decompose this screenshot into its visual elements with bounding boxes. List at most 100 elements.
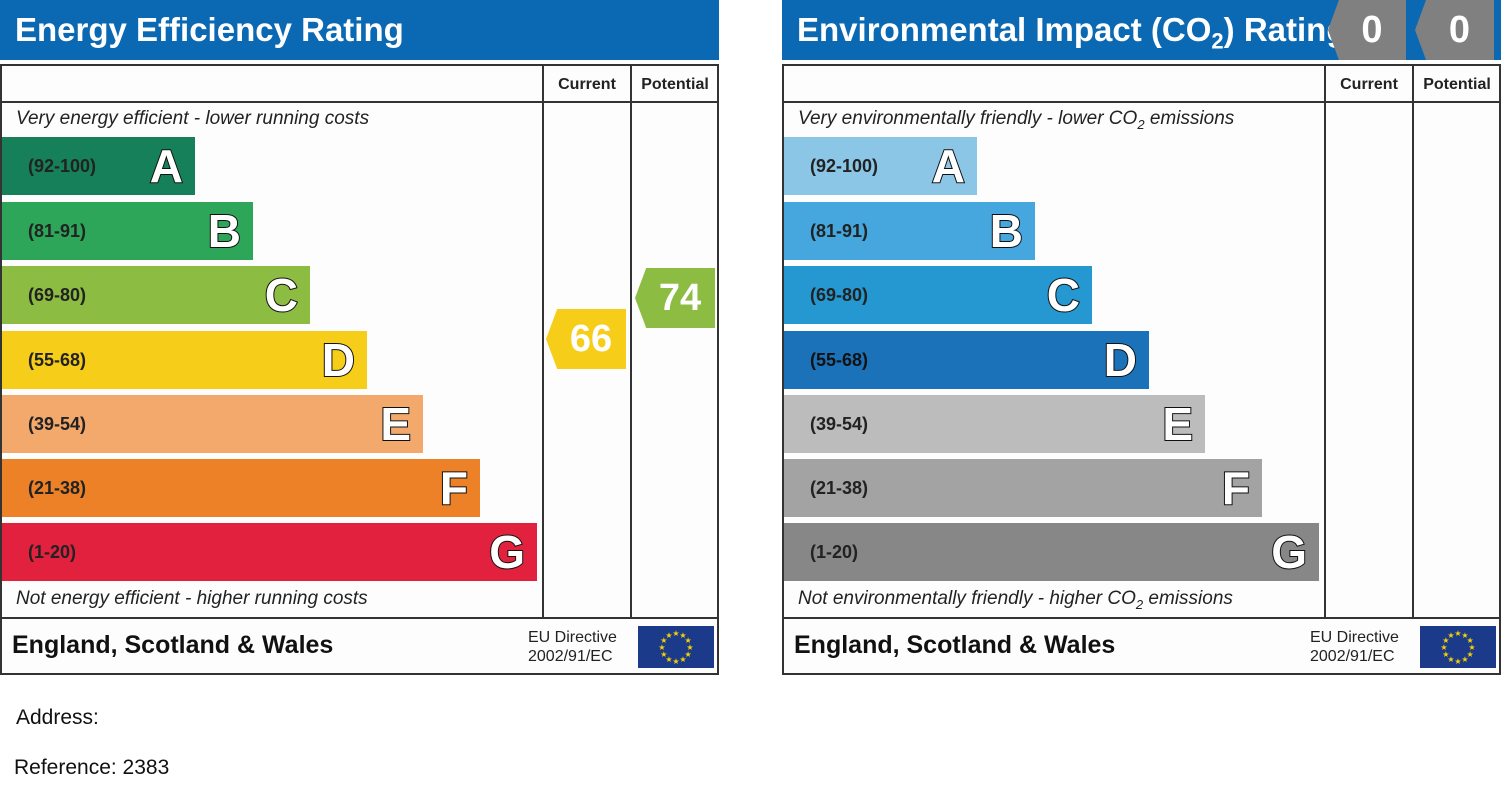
svg-text:★: ★: [1442, 650, 1449, 659]
energy-efficiency-chart: Energy Efficiency Rating Current Potenti…: [0, 0, 719, 675]
address-label: Address:: [16, 706, 99, 729]
band-g: (1-20) G: [2, 523, 537, 581]
svg-text:★: ★: [685, 650, 692, 659]
svg-text:★: ★: [1442, 636, 1449, 645]
svg-text:★: ★: [665, 631, 672, 640]
eu-line2: 2002/91/EC: [528, 648, 613, 665]
divider: [784, 101, 1499, 103]
band-letter: F: [1221, 461, 1251, 515]
band-range: (39-54): [810, 414, 869, 434]
environmental-impact-chart: Environmental Impact (CO2) Rating Curren…: [782, 0, 1501, 675]
divider: [542, 66, 544, 619]
svg-text:★: ★: [1454, 657, 1461, 666]
column-potential: Potential: [641, 76, 709, 93]
band-range: (21-38): [810, 478, 869, 498]
eu-flag-icon: ★ ★ ★ ★ ★ ★ ★ ★ ★ ★ ★ ★: [638, 626, 714, 668]
divider: [784, 617, 1499, 619]
band-range: (69-80): [810, 285, 869, 305]
svg-text:★: ★: [1467, 650, 1474, 659]
eu-line2: 2002/91/EC: [1310, 648, 1395, 665]
band-letter: C: [1046, 268, 1081, 322]
reference-label: Reference: 2383: [14, 756, 170, 779]
eu-line1: EU Directive: [1310, 629, 1399, 646]
current-rating-arrow: 66: [546, 309, 626, 369]
potential-rating-arrow: 74: [635, 268, 715, 328]
svg-text:★: ★: [685, 636, 692, 645]
column-current: Current: [1340, 76, 1398, 93]
top-note: Very energy efficient - lower running co…: [16, 108, 370, 129]
svg-text:★: ★: [679, 631, 686, 640]
band-letter: E: [1161, 397, 1194, 451]
band-letter: E: [379, 397, 412, 451]
band-letter: G: [488, 525, 526, 579]
top-note: Very environmentally friendly - lower CO…: [798, 108, 1235, 132]
band-b: (81-91) B: [2, 202, 253, 260]
svg-text:★: ★: [665, 655, 672, 664]
band-g: (1-20) G: [784, 523, 1319, 581]
band-c: (69-80) C: [2, 266, 310, 324]
band-f: (21-38) F: [784, 459, 1262, 517]
svg-text:★: ★: [660, 636, 667, 645]
band-range: (1-20): [28, 542, 77, 562]
chart-title: Energy Efficiency Rating: [0, 0, 719, 60]
band-e: (39-54) E: [2, 395, 423, 453]
band-letter: A: [931, 139, 966, 193]
band-letter: A: [149, 139, 184, 193]
band-b: (81-91) B: [784, 202, 1035, 260]
column-current: Current: [558, 76, 616, 93]
svg-text:★: ★: [1447, 631, 1454, 640]
svg-text:★: ★: [1440, 643, 1447, 652]
band-range: (92-100): [28, 156, 97, 176]
svg-text:★: ★: [1467, 636, 1474, 645]
column-potential: Potential: [1423, 76, 1491, 93]
band-letter: C: [264, 268, 299, 322]
rating-table: Current Potential Very environmentally fr…: [782, 64, 1501, 675]
svg-text:★: ★: [1461, 631, 1468, 640]
band-range: (69-80): [28, 285, 87, 305]
band-letter: G: [1270, 525, 1308, 579]
band-d: (55-68) D: [2, 331, 367, 389]
divider: [2, 617, 717, 619]
band-letter: B: [207, 204, 242, 258]
band-e: (39-54) E: [784, 395, 1205, 453]
band-range: (92-100): [810, 156, 879, 176]
band-range: (55-68): [28, 350, 87, 370]
divider: [630, 66, 632, 619]
band-range: (39-54): [28, 414, 87, 434]
band-a: (92-100) A: [2, 137, 195, 195]
svg-text:★: ★: [1468, 643, 1475, 652]
band-letter: D: [1103, 333, 1138, 387]
bottom-note: Not energy efficient - higher running co…: [16, 588, 368, 609]
band-range: (81-91): [810, 221, 869, 241]
eu-line1: EU Directive: [528, 629, 617, 646]
band-f: (21-38) F: [2, 459, 480, 517]
band-a: (92-100) A: [784, 137, 977, 195]
band-letter: F: [439, 461, 469, 515]
eu-directive: EU Directive 2002/91/EC: [1310, 628, 1399, 666]
band-letter: D: [321, 333, 356, 387]
svg-text:★: ★: [1454, 629, 1461, 638]
divider: [1324, 66, 1326, 619]
band-d: (55-68) D: [784, 331, 1149, 389]
svg-text:★: ★: [679, 655, 686, 664]
rating-table: Current Potential Very energy efficient -…: [0, 64, 719, 675]
svg-text:★: ★: [1447, 655, 1454, 664]
band-range: (81-91): [28, 221, 87, 241]
svg-text:★: ★: [672, 629, 679, 638]
eu-directive: EU Directive 2002/91/EC: [528, 628, 617, 666]
band-range: (21-38): [28, 478, 87, 498]
band-c: (69-80) C: [784, 266, 1092, 324]
divider: [2, 101, 717, 103]
potential-rating-arrow: 0: [1415, 0, 1494, 60]
svg-text:★: ★: [686, 643, 693, 652]
svg-text:★: ★: [1461, 655, 1468, 664]
current-rating-arrow: 0: [1328, 0, 1406, 60]
divider: [1412, 66, 1414, 619]
band-range: (1-20): [810, 542, 859, 562]
eu-flag-icon: ★ ★ ★ ★ ★ ★ ★ ★ ★ ★ ★ ★: [1420, 626, 1496, 668]
band-range: (55-68): [810, 350, 869, 370]
svg-text:★: ★: [672, 657, 679, 666]
band-letter: B: [989, 204, 1024, 258]
bottom-note: Not environmentally friendly - higher CO…: [798, 588, 1233, 612]
region-label: England, Scotland & Wales: [794, 631, 1116, 659]
